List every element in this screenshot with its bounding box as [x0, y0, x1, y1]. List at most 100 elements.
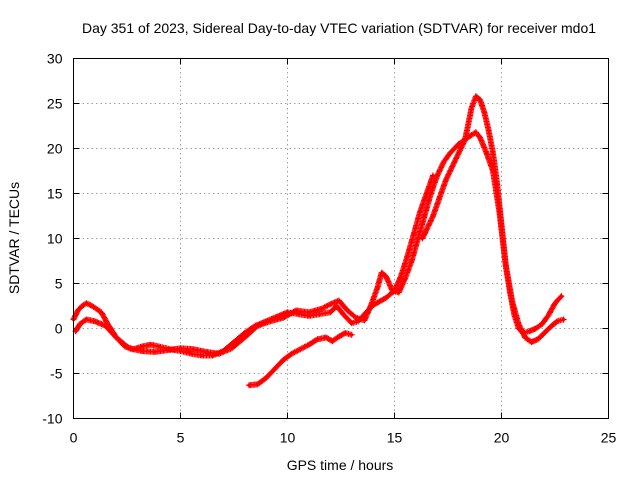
data-point: [335, 304, 339, 308]
data-point: [561, 317, 566, 322]
data-point: [375, 286, 379, 290]
data-point: [350, 333, 354, 337]
data-point: [478, 136, 482, 140]
data-point: [148, 343, 153, 347]
data-point: [178, 346, 183, 350]
data-point: [469, 106, 474, 110]
data-point: [403, 276, 407, 280]
data-point: [200, 353, 204, 358]
data-point: [191, 347, 195, 351]
data-point: [84, 317, 88, 322]
data-point: [448, 151, 452, 155]
data-point: [140, 344, 144, 349]
data-point: [328, 302, 332, 306]
data-point: [157, 344, 161, 349]
data-point: [204, 350, 208, 354]
y-tick-label: 30: [47, 51, 63, 67]
data-point: [104, 324, 108, 328]
data-point: [294, 308, 298, 313]
data-point: [337, 335, 341, 339]
data-point: [315, 337, 320, 341]
data-point: [523, 335, 527, 340]
data-point: [422, 214, 427, 218]
data-point: [484, 151, 489, 155]
data-point: [324, 335, 328, 340]
data-point: [512, 313, 516, 317]
data-point: [268, 319, 272, 323]
data-point: [412, 232, 416, 236]
data-point: [429, 191, 433, 196]
data-point: [469, 133, 474, 137]
data-point: [384, 274, 388, 278]
data-point: [420, 236, 424, 241]
data-point: [527, 329, 531, 333]
data-point: [247, 383, 251, 387]
data-point: [431, 214, 435, 218]
data-point: [127, 346, 131, 350]
x-tick-label: 5: [177, 430, 185, 446]
data-point: [474, 130, 478, 134]
data-point: [555, 319, 559, 323]
y-tick-label: 0: [55, 321, 63, 337]
data-point: [345, 308, 350, 313]
data-point: [230, 346, 234, 350]
data-point: [318, 312, 322, 316]
series-track-c: [246, 330, 355, 389]
data-point: [463, 137, 467, 142]
data-point: [418, 209, 422, 214]
data-point: [380, 271, 384, 275]
data-point: [114, 335, 118, 340]
data-point: [217, 352, 221, 356]
data-point: [517, 326, 521, 331]
data-point: [153, 350, 157, 354]
data-point: [350, 321, 354, 325]
x-axis-label: GPS time / hours: [287, 457, 394, 473]
data-point: [435, 173, 439, 178]
data-point: [84, 301, 88, 305]
y-tick-label: 10: [47, 231, 63, 247]
data-point: [281, 358, 285, 362]
data-point: [337, 299, 341, 303]
y-axis-label: SDTVAR / TECUs: [6, 182, 22, 294]
series-track-d: [419, 93, 565, 336]
y-tick-label: 5: [55, 276, 63, 292]
data-point: [450, 164, 454, 169]
data-point: [93, 319, 97, 323]
data-point: [330, 339, 335, 343]
y-tick-label: -10: [42, 411, 62, 427]
data-point: [74, 329, 78, 333]
y-tick-label: -5: [50, 366, 63, 382]
data-point: [499, 223, 504, 227]
data-point: [457, 151, 461, 155]
data-point: [536, 337, 540, 341]
x-tick-label: 15: [387, 430, 403, 446]
x-tick-label: 20: [494, 430, 510, 446]
data-point: [264, 376, 268, 380]
y-tick-label: 20: [47, 141, 63, 157]
data-point: [504, 263, 508, 268]
y-tick-label: 15: [47, 186, 63, 202]
x-tick-label: 0: [70, 430, 78, 446]
data-point: [546, 313, 551, 317]
data-point: [416, 236, 420, 241]
data-point: [405, 254, 409, 259]
y-tick-label: 25: [47, 96, 63, 112]
data-point: [425, 227, 429, 232]
data-point: [290, 352, 294, 356]
data-point: [189, 352, 193, 356]
data-point: [354, 316, 358, 320]
data-point: [478, 98, 482, 102]
data-point: [437, 196, 442, 200]
chart-title: Day 351 of 2023, Sidereal Day-to-day VTE…: [82, 20, 596, 36]
data-point: [255, 324, 260, 328]
data-point: [307, 310, 311, 314]
data-point: [425, 191, 429, 196]
data-point: [273, 367, 277, 371]
data-point: [328, 310, 332, 314]
data-point: [529, 340, 534, 344]
data-point: [320, 307, 324, 311]
y-axis-tick-labels: -10 -5 0 5 10 15 20 25 30: [42, 51, 62, 427]
data-point: [491, 151, 495, 155]
